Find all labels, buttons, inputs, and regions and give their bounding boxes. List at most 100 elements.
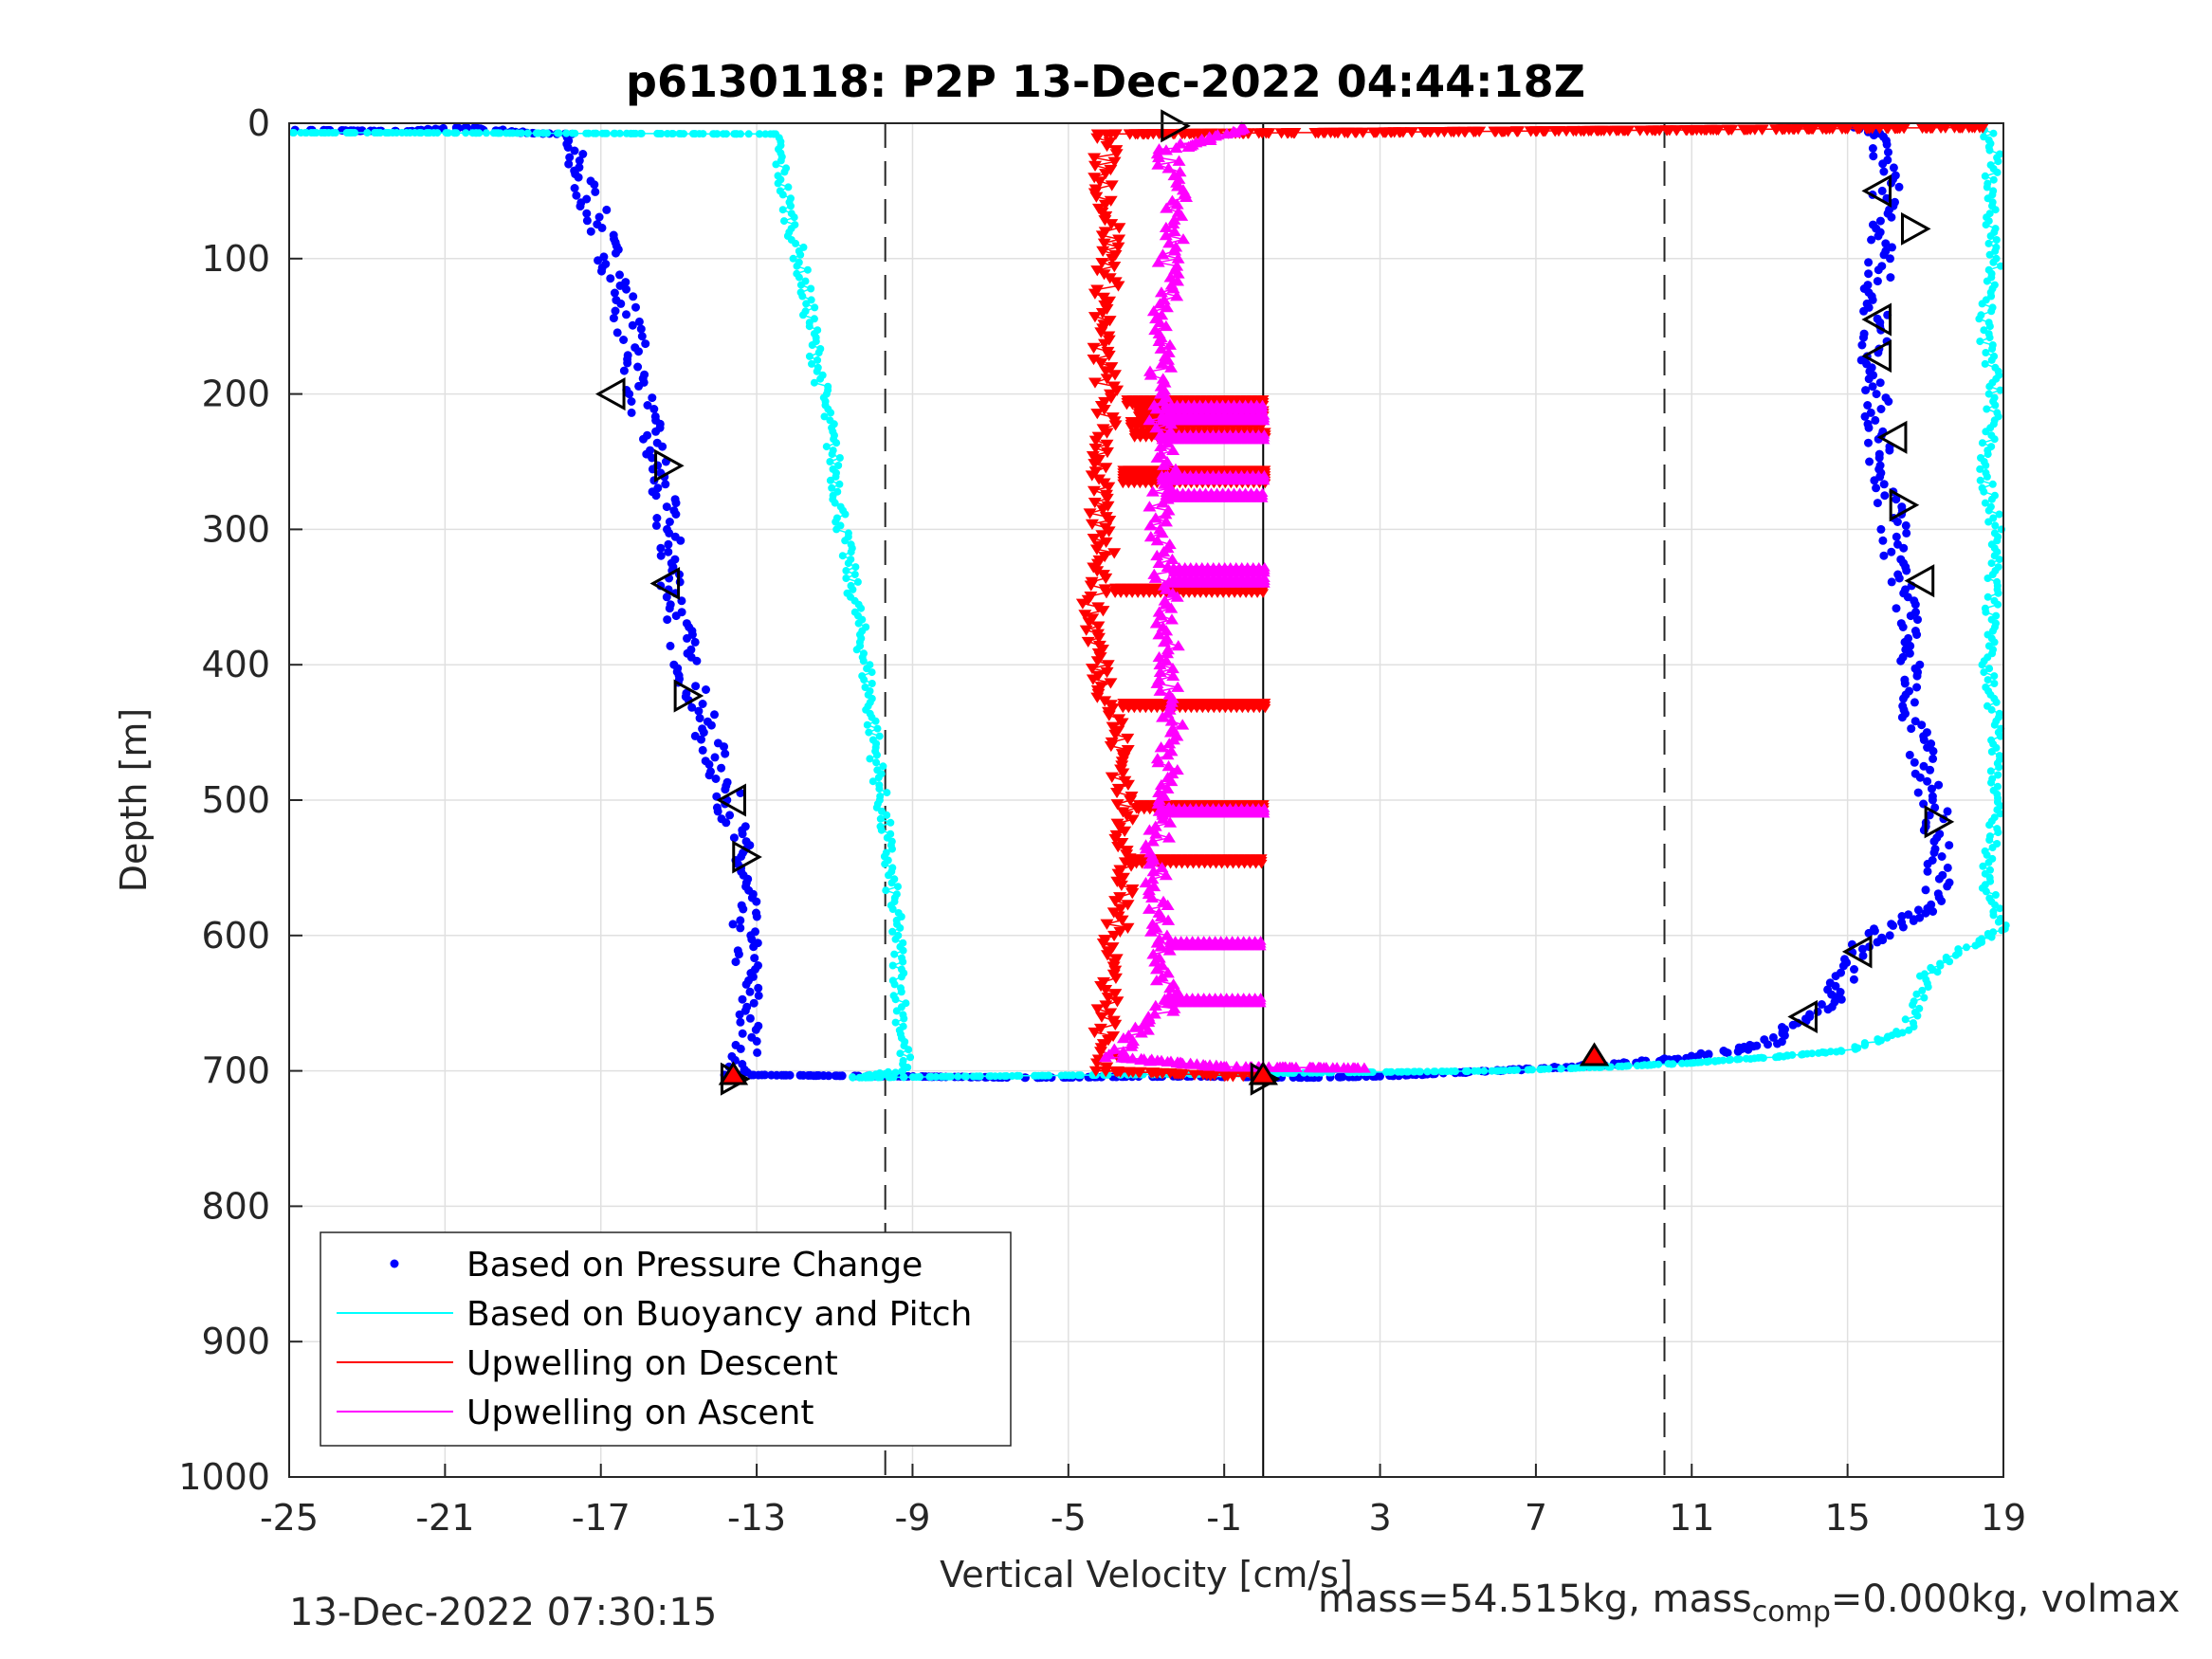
upwelling-marker (1447, 126, 1461, 138)
buoyancy-point (832, 525, 841, 534)
pressure-point (1928, 792, 1937, 801)
pressure-point (736, 916, 745, 925)
pressure-point (572, 191, 581, 200)
buoyancy-point (1989, 187, 1998, 195)
pressure-point (1858, 951, 1868, 960)
upwelling-marker (1148, 956, 1162, 967)
pressure-point (1884, 148, 1892, 157)
pressure-point (612, 328, 622, 337)
x-tick-label: -9 (895, 1497, 931, 1539)
pressure-point (1926, 765, 1935, 775)
buoyancy-point (1985, 894, 1994, 902)
y-tick-label: 100 (201, 238, 270, 280)
buoyancy-point (1788, 1050, 1797, 1059)
upwelling-marker (1149, 617, 1163, 629)
y-tick-label: 600 (201, 915, 270, 957)
pressure-point (671, 611, 681, 621)
pressure-point (597, 266, 606, 276)
buoyancy-point (1982, 349, 1990, 356)
upwelling-marker (1529, 126, 1544, 137)
buoyancy-point (1989, 514, 1998, 522)
buoyancy-point (868, 777, 877, 786)
buoyancy-point (1963, 943, 1970, 952)
buoyancy-point (897, 973, 905, 981)
y-tick-label: 500 (201, 779, 270, 821)
upwelling-marker (1145, 485, 1160, 497)
buoyancy-point (826, 476, 834, 484)
upwelling-marker (1124, 795, 1138, 807)
pressure-point (1913, 615, 1922, 625)
x-tick-label: -17 (572, 1497, 631, 1539)
upwelling-marker (1159, 869, 1173, 881)
turn-marker (594, 377, 626, 411)
buoyancy-point (1757, 1053, 1765, 1062)
upwelling-marker (1633, 125, 1647, 137)
pressure-point (1892, 532, 1901, 541)
upwelling-marker (1347, 1062, 1362, 1073)
pressure-point (736, 923, 745, 933)
upwelling-marker (1155, 527, 1169, 538)
buoyancy-point (863, 720, 871, 729)
buoyancy-point (877, 826, 886, 834)
buoyancy-point (1989, 928, 1998, 937)
upwelling-marker (1166, 669, 1180, 681)
pressure-point (1864, 258, 1874, 267)
pressure-point (1887, 547, 1896, 556)
buoyancy-point (1980, 133, 1988, 141)
pressure-point (1898, 652, 1908, 662)
buoyancy-point (1076, 1071, 1085, 1080)
buoyancy-point (896, 1049, 905, 1058)
upwelling-marker (1124, 1040, 1139, 1051)
buoyancy-point (772, 160, 780, 169)
pressure-point (1910, 717, 1920, 726)
upwelling-marker (1116, 768, 1130, 779)
buoyancy-point (1705, 1057, 1713, 1066)
upwelling-marker (1098, 199, 1112, 210)
pressure-point (619, 366, 629, 375)
buoyancy-point (462, 129, 470, 137)
buoyancy-point (808, 359, 815, 368)
buoyancy-point (1991, 491, 1999, 500)
pressure-point (753, 1048, 762, 1057)
buoyancy-point (915, 1073, 923, 1081)
pressure-point (649, 405, 659, 413)
pressure-point (1879, 167, 1889, 176)
buoyancy-point (1990, 672, 1999, 681)
pressure-point (570, 184, 579, 192)
upwelling-marker (1100, 950, 1114, 961)
upwelling-marker (1101, 993, 1115, 1004)
pressure-point (634, 381, 644, 391)
buoyancy-point (805, 352, 814, 360)
buoyancy-point (1995, 510, 2003, 519)
buoyancy-point (1983, 630, 1992, 639)
upwelling-marker (1146, 948, 1161, 959)
upwelling-marker (1170, 591, 1184, 602)
pressure-point (675, 577, 685, 587)
pressure-point (725, 811, 735, 820)
pressure-point (697, 735, 705, 744)
upwelling-marker (1098, 1051, 1112, 1063)
buoyancy-point (798, 292, 807, 301)
pressure-point (734, 950, 743, 959)
upwelling-marker (1097, 238, 1111, 249)
upwelling-marker (1152, 629, 1166, 640)
buoyancy-point (860, 676, 868, 684)
upwelling-marker (1317, 1062, 1331, 1073)
buoyancy-point (513, 129, 521, 137)
buoyancy-point (1382, 1067, 1391, 1076)
upwelling-marker (1116, 872, 1130, 884)
x-tick-label: -1 (1206, 1497, 1242, 1539)
pressure-point (781, 1070, 791, 1080)
pressure-point (1872, 390, 1881, 399)
legend-swatch (390, 1259, 399, 1268)
upwelling-marker (1161, 749, 1175, 760)
upwelling-marker (1099, 169, 1113, 180)
upwelling-marker (1418, 127, 1433, 138)
buoyancy-point (1979, 862, 1987, 870)
upwelling-marker (1368, 127, 1382, 138)
buoyancy-point (896, 923, 905, 932)
buoyancy-point (1993, 409, 2002, 417)
upwelling-marker (1088, 288, 1102, 300)
pressure-point (665, 604, 674, 613)
buoyancy-point (905, 1046, 913, 1054)
